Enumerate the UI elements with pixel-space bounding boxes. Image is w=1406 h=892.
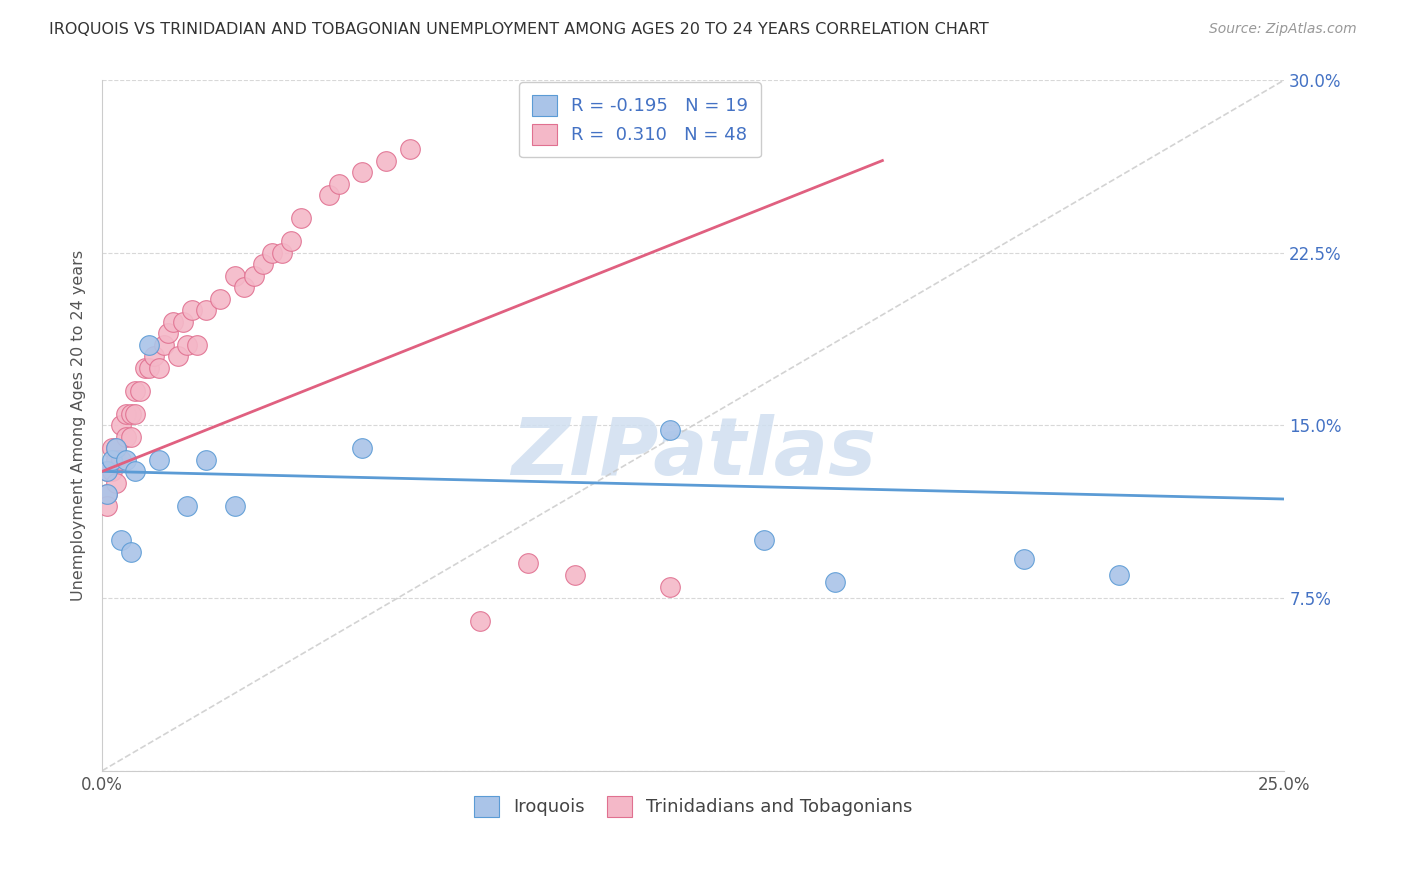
Point [195,303,218,318]
Point [398,142,420,156]
Point [115,430,138,444]
Y-axis label: Unemployment Among Ages 20 to 24 years: Unemployment Among Ages 20 to 24 years [72,250,86,601]
Point [564,568,586,582]
Point [124,464,146,478]
Point [176,499,198,513]
Point [96,487,118,501]
Point [186,337,208,351]
Point [181,303,204,318]
Point [224,268,246,283]
Point [658,580,681,594]
Point [162,315,184,329]
Point [157,326,180,341]
Point [152,337,174,351]
Point [209,292,232,306]
Point [124,384,146,398]
Point [754,533,776,548]
Point [148,453,170,467]
Point [352,442,374,456]
Point [318,188,340,202]
Text: Source: ZipAtlas.com: Source: ZipAtlas.com [1209,22,1357,37]
Point [105,442,128,456]
Point [110,453,132,467]
Point [124,407,146,421]
Point [290,211,312,226]
Text: ZIPatlas: ZIPatlas [510,414,876,492]
Point [224,499,246,513]
Point [1012,552,1035,566]
Point [176,337,198,351]
Point [233,280,256,294]
Point [96,464,118,478]
Point [172,315,194,329]
Point [105,475,128,490]
Point [143,349,166,363]
Point [138,360,160,375]
Point [1108,568,1130,582]
Point [374,153,396,168]
Point [138,337,160,351]
Point [242,268,264,283]
Point [824,574,846,589]
Point [100,453,122,467]
Point [96,464,118,478]
Point [658,423,681,437]
Point [148,360,170,375]
Point [96,487,118,501]
Point [100,464,122,478]
Point [105,453,128,467]
Point [96,499,118,513]
Point [115,407,138,421]
Point [262,245,284,260]
Point [516,557,538,571]
Text: IROQUOIS VS TRINIDADIAN AND TOBAGONIAN UNEMPLOYMENT AMONG AGES 20 TO 24 YEARS CO: IROQUOIS VS TRINIDADIAN AND TOBAGONIAN U… [49,22,988,37]
Point [195,453,218,467]
Point [328,177,350,191]
Point [352,165,374,179]
Point [120,407,142,421]
Point [129,384,152,398]
Point [167,349,190,363]
Point [120,430,142,444]
Point [110,418,132,433]
Point [115,453,138,467]
Point [110,533,132,548]
Point [280,234,302,248]
Point [100,442,122,456]
Point [120,545,142,559]
Legend: Iroquois, Trinidadians and Tobagonians: Iroquois, Trinidadians and Tobagonians [467,789,920,824]
Point [270,245,292,260]
Point [105,442,128,456]
Point [134,360,156,375]
Point [252,257,274,271]
Point [470,614,492,628]
